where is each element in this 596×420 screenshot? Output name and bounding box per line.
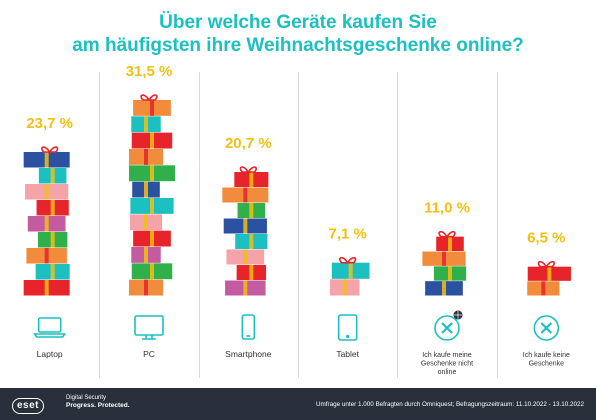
gift-ribbon [150,230,154,247]
eset-logo: eset [12,398,45,414]
gift-ribbon [150,132,154,149]
gift-ribbon [249,203,254,218]
gift-ribbon [150,198,154,214]
no-gifts-cross-icon [533,315,560,341]
gift-ribbon [50,200,55,216]
tablet-icon [337,314,358,341]
gift-ribbon [150,263,154,280]
laptop-icon [33,317,67,338]
category-label-line: Laptop [37,349,63,359]
gift-ribbon [44,248,49,264]
category-label: Smartphone [225,349,272,359]
gift-stack-bar [23,146,70,296]
category-label-line: Smartphone [225,349,272,359]
value-label: 11,0 % [424,200,470,217]
gift-ribbon [442,251,446,266]
gift-ribbon [50,264,55,280]
gift-ribbon [243,218,248,234]
gift-ribbon [348,262,353,279]
category-label-line: Ich kaufe meine [422,352,472,359]
gift-ribbon [44,184,49,200]
gift-stack-bar [128,94,175,296]
gift-ribbon [448,236,452,251]
gift-ribbon [144,247,148,263]
category-label: Laptop [37,349,63,359]
gift-ribbon [44,152,49,168]
gift-ribbon [144,181,148,198]
gift-stack-bar [422,230,467,296]
value-label: 20,7 % [225,135,272,152]
gift-ribbon [442,281,446,296]
offline-cross-icon [434,310,463,341]
smartphone-icon [241,314,256,340]
chart-title-line-1: Über welche Geräte kaufen Sie [159,12,437,33]
chart-title-line-2: am häufigsten ihre Weihnachtsgeschenke o… [72,35,524,56]
pc-monitor-icon [134,315,164,340]
category-label-line: PC [143,349,155,359]
gift-ribbon [448,266,452,281]
gift-ribbon [50,232,55,248]
gift-ribbon [44,280,49,296]
gift-ribbon [150,100,154,116]
value-label: 23,7 % [26,115,73,132]
category-label: PC [143,349,155,359]
value-label: 6,5 % [527,230,565,247]
gift-stack-bar [222,166,269,296]
brand-tagline: Digital Security Progress. Protected. [66,394,130,410]
gift-ribbon [144,214,148,231]
gift-ribbon [44,216,49,232]
gift-ribbon [144,149,148,165]
gift-ribbon [249,265,254,280]
gift-stack-bar [329,256,370,296]
value-label: 7,1 % [328,226,366,243]
gift-ribbon [547,266,552,281]
gift-ribbon [144,116,148,133]
gift-ribbon [243,187,248,203]
category-label-line: online [438,369,457,376]
category-label: Ich kaufe meine Geschenke nicht online [421,352,473,376]
gift-ribbon [249,234,254,249]
category-label: Ich kaufe keine Geschenke [523,352,570,368]
value-label: 31,5 % [126,63,173,80]
footer-bar: eset Digital Security Progress. Protecte… [0,388,596,420]
brand-tagline-line-2: Progress. Protected. [66,402,130,409]
gift-ribbon [342,279,347,296]
source-note: Umfrage unter 1.000 Befragten durch Omni… [315,401,584,408]
brand-tagline-line-1: Digital Security [66,395,107,401]
gift-stack-bar [527,260,571,296]
gift-ribbon [541,281,546,296]
gift-ribbon [249,172,254,187]
category-label-line: Ich kaufe keine [523,352,570,359]
category-label: Tablet [336,349,359,359]
gift-ribbon [50,168,55,184]
category-label-line: Geschenke [529,361,565,368]
category-label-line: Geschenke nicht [421,361,473,368]
category-label-line: Tablet [336,349,359,359]
gift-stack-chart: 23,7 % Laptop 31,5 % PC 20,7 % Smartphone 7,1 … [23,63,571,378]
gift-ribbon [150,165,154,182]
gift-ribbon [144,279,148,296]
gift-ribbon [243,249,248,265]
gift-ribbon [243,280,248,296]
